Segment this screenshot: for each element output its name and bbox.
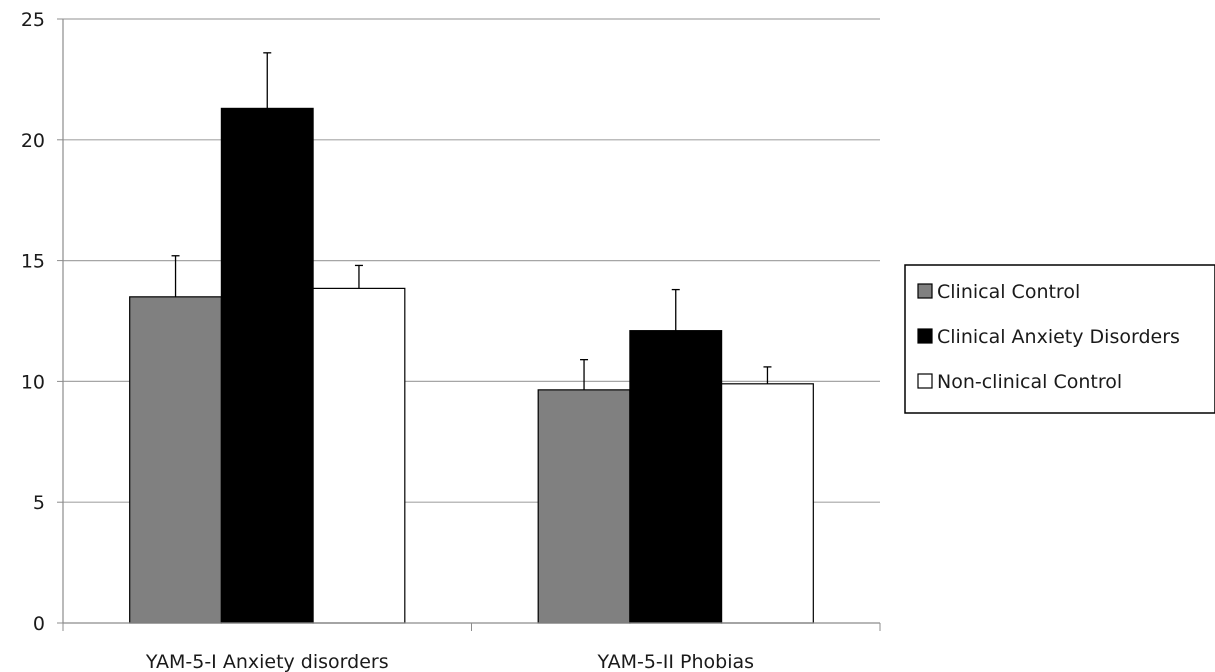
legend-label: Clinical Control [937, 281, 1080, 303]
y-tick-label: 15 [21, 251, 45, 273]
bar [220, 107, 314, 624]
x-category-label: YAM-5-II Phobias [596, 651, 754, 672]
legend-label: Clinical Anxiety Disorders [937, 326, 1180, 348]
bar [629, 330, 723, 624]
bar [129, 296, 222, 624]
y-tick-label: 5 [33, 492, 45, 514]
legend-swatch [917, 283, 933, 299]
axes [57, 18, 881, 631]
x-category-label: YAM-5-I Anxiety disorders [145, 651, 389, 672]
y-tick-label: 0 [33, 613, 45, 635]
legend-frame [904, 264, 1215, 414]
y-tick-label: 10 [21, 371, 45, 393]
y-tick-labels: 0 5 10 15 20 25 [21, 9, 45, 635]
bar [312, 287, 406, 624]
legend: Clinical Control Clinical Anxiety Disorde… [904, 264, 1215, 414]
bar [537, 389, 631, 624]
legend-swatch [917, 328, 933, 344]
legend-swatch [917, 373, 933, 389]
y-tick-label: 20 [21, 130, 45, 152]
y-tick-label: 25 [21, 9, 45, 31]
legend-label: Non-clinical Control [937, 371, 1122, 393]
bars-layer [129, 107, 814, 624]
bar [721, 383, 814, 624]
error-bars-layer [171, 52, 772, 390]
x-category-labels: YAM-5-I Anxiety disorders YAM-5-II Phobia… [145, 651, 754, 672]
